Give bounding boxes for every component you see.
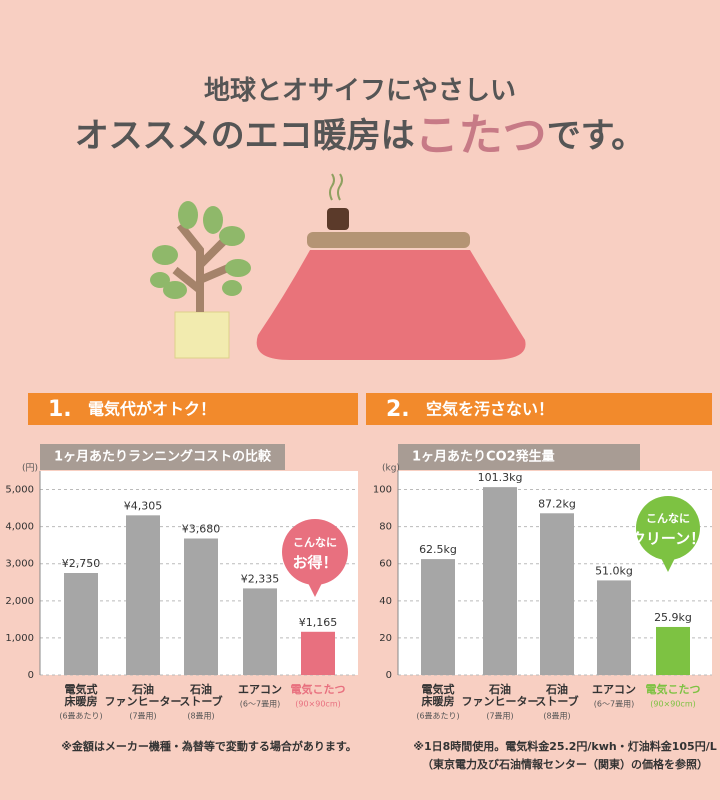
value-label: ¥1,165	[299, 616, 338, 629]
plant	[150, 201, 251, 359]
callout-text: こんなに	[646, 512, 690, 525]
x-sublabel: (7畳用)	[486, 712, 513, 721]
x-tick-label: 電気式	[422, 682, 455, 696]
callout-text: お得！	[292, 554, 337, 572]
x-sublabel: (6～7畳用)	[594, 700, 634, 709]
kotatsu	[256, 173, 526, 360]
bar	[126, 515, 160, 675]
callout-bubble	[660, 556, 676, 572]
section-bar	[28, 393, 358, 425]
value-label: 51.0kg	[595, 564, 633, 577]
callout-bubble	[282, 519, 348, 585]
note: ※1日8時間使用。電気料金25.2円/kwh・灯油料金105円/L	[413, 739, 716, 753]
x-tick-label: エアコン	[592, 683, 636, 696]
y-tick-label: 3,000	[5, 559, 34, 570]
value-label: ¥3,680	[182, 523, 221, 536]
headline-em: こたつ	[415, 110, 547, 161]
bar	[301, 631, 335, 675]
y-tick-label: 100	[373, 485, 392, 496]
value-label: ¥4,305	[124, 499, 163, 512]
tab	[398, 444, 640, 470]
x-tick-label: 石油	[189, 682, 212, 696]
y-tick-label: 20	[379, 633, 392, 644]
section-bar	[366, 393, 712, 425]
y-tick-label: 1,000	[5, 633, 34, 644]
bar	[421, 559, 455, 675]
callout-bubble	[636, 496, 700, 560]
callout-bubble	[307, 581, 323, 597]
x-tick-label: ファンヒーター	[462, 695, 539, 708]
callout-text: クリーン！	[631, 530, 705, 548]
x-tick-label: 床暖房	[65, 694, 98, 708]
note: （東京電力及び石油情報センター（関東）の価格を参照）	[422, 757, 708, 771]
bar	[64, 573, 98, 675]
x-tick-label: 石油	[545, 682, 568, 696]
x-tick-label: 石油	[131, 682, 154, 696]
y-tick-label: 4,000	[5, 522, 34, 533]
note: ※金額はメーカー機種・為替等で変動する場合があります。	[61, 739, 357, 753]
headline-pre: オススメのエコ暖房は	[75, 116, 415, 156]
bar	[243, 588, 277, 675]
chart-title: 1ヶ月あたりCO2発生量	[412, 449, 555, 465]
value-label: ¥2,335	[241, 572, 280, 585]
value-label: 101.3kg	[478, 471, 523, 484]
y-tick-label: 0	[28, 670, 34, 681]
bar	[656, 626, 690, 675]
value-label: 62.5kg	[419, 543, 457, 556]
headline-post: です。	[547, 116, 646, 156]
x-sublabel: (6畳あたり)	[416, 712, 459, 721]
x-tick-label: エアコン	[238, 683, 282, 696]
y-unit: (kg)	[382, 464, 400, 474]
y-tick-label: 80	[379, 522, 392, 533]
bar	[597, 580, 631, 675]
x-tick-label: ストーブ	[179, 694, 222, 708]
y-unit: (円)	[22, 463, 38, 474]
value-label: 25.9kg	[654, 611, 692, 624]
headline-2: オススメのエコ暖房はこたつです。	[75, 110, 646, 161]
y-tick-label: 60	[379, 559, 392, 570]
x-sublabel: (7畳用)	[129, 712, 156, 721]
bar	[483, 487, 517, 675]
bar	[540, 513, 574, 675]
x-sublabel: (90×90cm)	[295, 700, 341, 709]
x-tick-label: 床暖房	[422, 694, 455, 708]
x-tick-label: 石油	[488, 682, 511, 696]
section-title: 電気代がオトク！	[88, 400, 216, 419]
bar	[184, 538, 218, 675]
value-label: ¥2,750	[62, 557, 101, 570]
section-number: 2.	[386, 397, 410, 422]
x-tick-label: 電気こたつ	[291, 682, 346, 696]
x-sublabel: (6畳あたり)	[59, 712, 102, 721]
chart-title: 1ヶ月あたりランニングコストの比較	[54, 449, 272, 465]
section-title: 空気を汚さない！	[426, 400, 554, 419]
x-tick-label: 電気こたつ	[646, 682, 701, 696]
x-sublabel: (8畳用)	[187, 712, 214, 721]
y-tick-label: 2,000	[5, 596, 34, 607]
y-tick-label: 0	[386, 670, 392, 681]
x-sublabel: (6～7畳用)	[240, 700, 280, 709]
x-tick-label: ファンヒーター	[105, 695, 182, 708]
callout-text: こんなに	[293, 536, 337, 549]
y-tick-label: 5,000	[5, 485, 34, 496]
value-label: 87.2kg	[538, 497, 576, 510]
tab	[40, 444, 285, 470]
y-tick-label: 40	[379, 596, 392, 607]
x-tick-label: 電気式	[65, 682, 98, 696]
section-number: 1.	[48, 397, 72, 422]
x-sublabel: (8畳用)	[543, 712, 570, 721]
x-tick-label: ストーブ	[535, 694, 578, 708]
x-sublabel: (90×90cm)	[650, 700, 696, 709]
headline-1: 地球とオサイフにやさしい	[204, 76, 516, 106]
